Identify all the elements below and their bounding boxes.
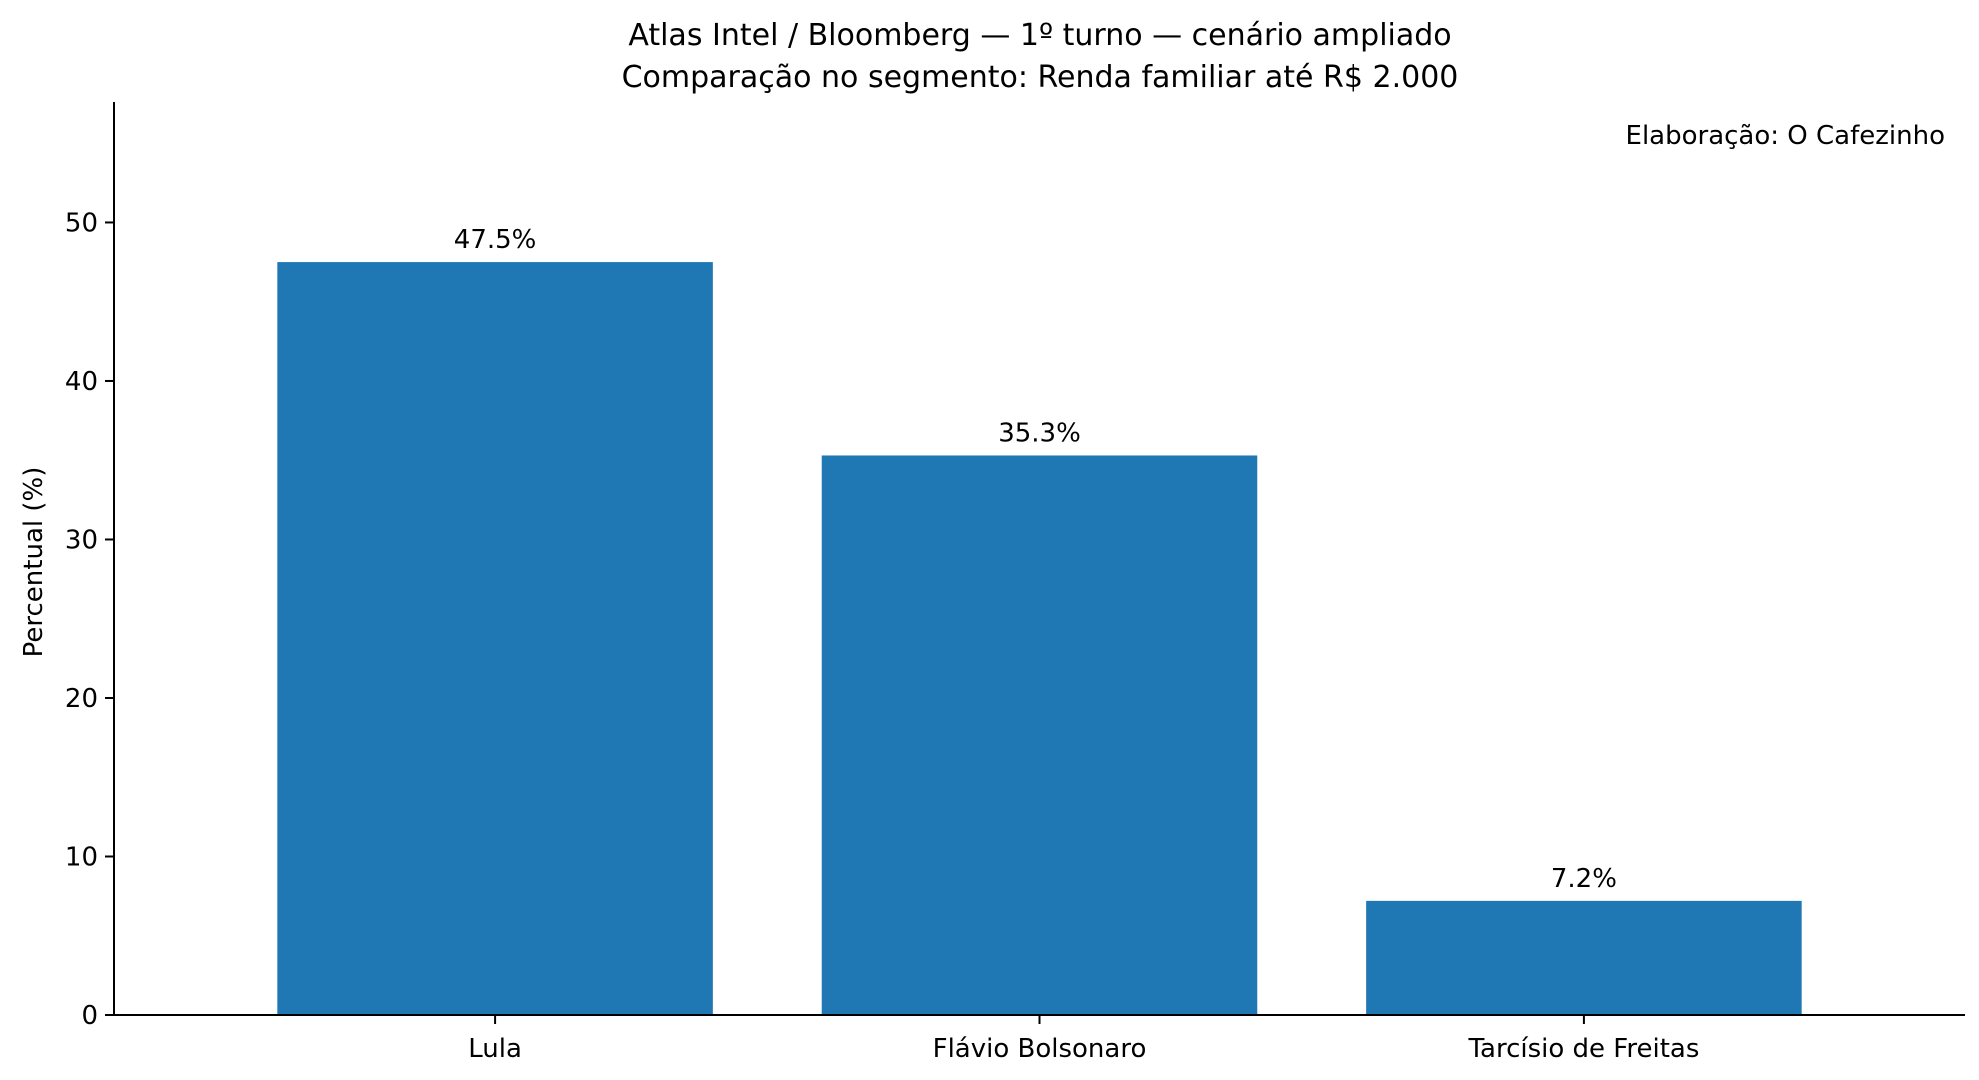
x-tick-label: Tarcísio de Freitas	[1467, 1034, 1699, 1064]
chart-subtitle: Comparação no segmento: Renda familiar a…	[622, 60, 1459, 95]
y-tick-label: 0	[81, 1001, 98, 1031]
x-tick-label: Lula	[468, 1034, 522, 1064]
bar-value-label: 47.5%	[454, 225, 537, 255]
chart-annotation: Elaboração: O Cafezinho	[1626, 121, 1945, 151]
y-tick-label: 20	[65, 684, 98, 714]
y-tick-label: 30	[65, 525, 98, 555]
x-tick-label: Flávio Bolsonaro	[933, 1034, 1147, 1064]
chart-title: Atlas Intel / Bloomberg — 1º turno — cen…	[628, 18, 1451, 53]
bars-group	[277, 262, 1802, 1016]
bar	[1366, 900, 1802, 1015]
bar-value-label: 35.3%	[998, 418, 1081, 448]
y-tick-label: 40	[65, 367, 98, 397]
x-axis: Lula Flávio Bolsonaro Tarcísio de Freitas	[113, 1014, 1965, 1064]
y-tick-label: 10	[65, 842, 98, 872]
bar-value-label: 7.2%	[1551, 864, 1617, 894]
bar	[821, 455, 1258, 1016]
y-axis-label: Percentual (%)	[19, 467, 49, 658]
bar	[277, 262, 713, 1015]
bar-labels-group: 47.5% 35.3% 7.2%	[454, 225, 1617, 894]
y-tick-label: 50	[65, 208, 98, 238]
y-axis: 0 10 20 30 40 50	[65, 102, 115, 1031]
